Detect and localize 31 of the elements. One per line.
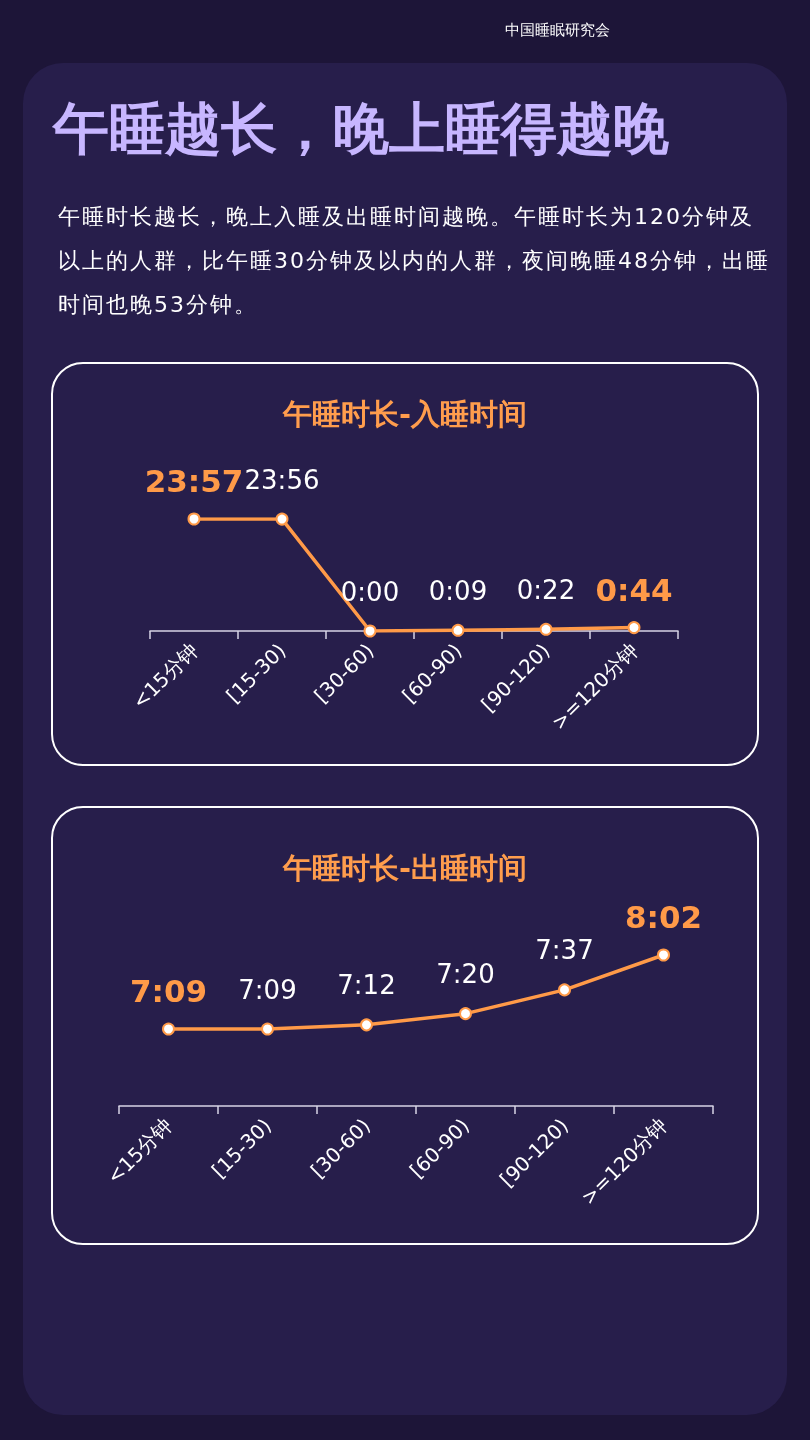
point — [261, 1022, 274, 1036]
data-label: 7:20 — [436, 959, 495, 990]
chart-title: 午睡时长-入睡时间 — [281, 396, 528, 431]
point — [657, 948, 670, 962]
data-label: 0:09 — [428, 575, 488, 606]
point — [187, 512, 201, 526]
x-tick-label: <15分钟 — [127, 638, 203, 714]
point — [451, 623, 465, 637]
point — [459, 1007, 472, 1021]
data-label: 0:22 — [516, 574, 576, 605]
data-label: 7:09 — [238, 974, 297, 1005]
data-label: 7:12 — [337, 970, 396, 1001]
data-label: 7:09 — [129, 973, 208, 1010]
chart-title: 午睡时长-出睡时间 — [281, 850, 528, 885]
point — [275, 512, 289, 526]
data-label: 23:56 — [244, 464, 320, 495]
text: 午睡越长，晚上睡得越晚 — [53, 96, 669, 162]
point — [627, 621, 641, 635]
data-label: 7:37 — [535, 935, 594, 966]
data-label: 23:57 — [144, 463, 244, 499]
text: 中国睡眠研究会 — [505, 21, 610, 40]
point — [558, 983, 571, 997]
data-label: 0:44 — [595, 571, 673, 608]
text: 午睡时长越长，晚上入睡及出睡时间越晚。午睡时长为120分钟及以上的人群，比午睡30分钟及以内的人群，夜间晚睡48分钟，出睡时间也晚53分钟。 — [58, 203, 770, 319]
data-label: 0:00 — [340, 576, 400, 607]
point — [539, 622, 553, 636]
point — [162, 1022, 175, 1036]
point — [360, 1018, 373, 1032]
data-label: 8:02 — [624, 899, 703, 935]
point — [363, 624, 377, 638]
x-tick-label: <15分钟 — [101, 1113, 177, 1189]
